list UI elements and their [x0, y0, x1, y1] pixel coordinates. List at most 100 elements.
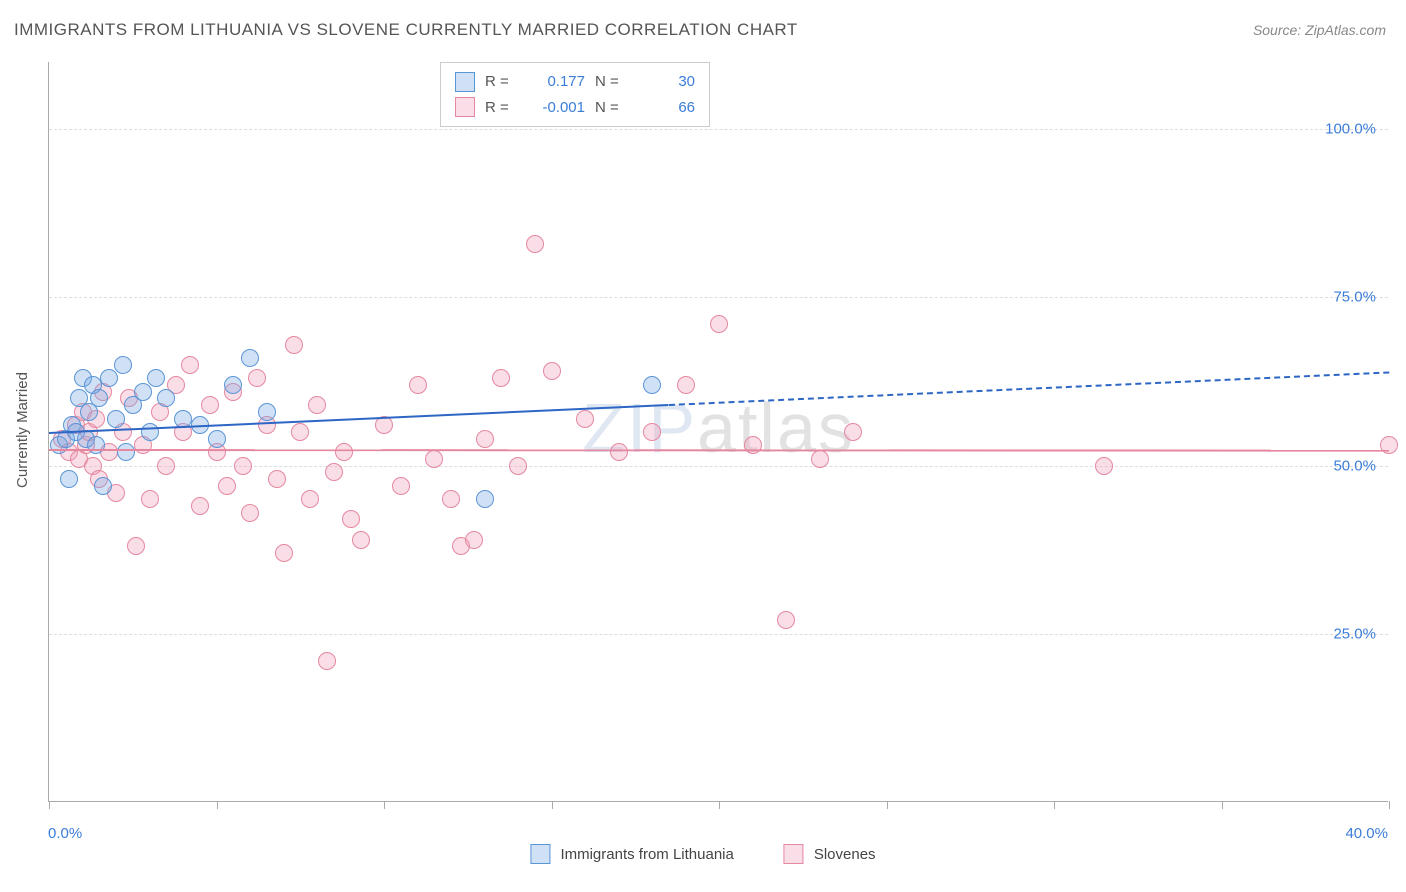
data-point — [318, 652, 336, 670]
x-tick — [552, 801, 553, 809]
legend-row-series-a: R = 0.177 N = 30 — [455, 69, 695, 95]
data-point — [248, 369, 266, 387]
data-point — [352, 531, 370, 549]
data-point — [241, 504, 259, 522]
data-point — [107, 410, 125, 428]
data-point — [157, 457, 175, 475]
y-tick-label: 75.0% — [1333, 289, 1376, 306]
n-value-b: 66 — [635, 95, 695, 121]
y-tick-label: 100.0% — [1325, 121, 1376, 138]
r-value-b: -0.001 — [525, 95, 585, 121]
data-point — [87, 436, 105, 454]
data-point — [141, 490, 159, 508]
data-point — [117, 443, 135, 461]
data-point — [258, 403, 276, 421]
x-max-label: 40.0% — [1345, 825, 1388, 842]
data-point — [268, 470, 286, 488]
data-point — [643, 376, 661, 394]
data-point — [201, 396, 219, 414]
data-point — [191, 497, 209, 515]
x-tick — [384, 801, 385, 809]
data-point — [342, 510, 360, 528]
data-point — [275, 544, 293, 562]
swatch-series-a-bottom — [530, 844, 550, 864]
data-point — [811, 450, 829, 468]
x-tick — [217, 801, 218, 809]
correlation-legend: R = 0.177 N = 30 R = -0.001 N = 66 — [440, 62, 710, 127]
data-point — [60, 470, 78, 488]
data-point — [710, 315, 728, 333]
data-point — [777, 611, 795, 629]
data-point — [392, 477, 410, 495]
data-point — [442, 490, 460, 508]
data-point — [643, 423, 661, 441]
swatch-series-b-bottom — [784, 844, 804, 864]
data-point — [526, 235, 544, 253]
data-point — [425, 450, 443, 468]
legend-label-b: Slovenes — [814, 846, 876, 863]
n-label: N = — [595, 95, 625, 121]
grid-line — [49, 634, 1388, 635]
data-point — [114, 356, 132, 374]
data-point — [610, 443, 628, 461]
legend-label-a: Immigrants from Lithuania — [560, 846, 733, 863]
data-point — [325, 463, 343, 481]
x-tick — [1054, 801, 1055, 809]
y-tick-label: 50.0% — [1333, 457, 1376, 474]
data-point — [1380, 436, 1398, 454]
r-label: R = — [485, 69, 515, 95]
data-point — [543, 362, 561, 380]
y-axis-title: Currently Married — [14, 372, 31, 488]
data-point — [218, 477, 236, 495]
data-point — [134, 383, 152, 401]
data-point — [224, 376, 242, 394]
trend-line — [49, 449, 1389, 452]
data-point — [409, 376, 427, 394]
data-point — [291, 423, 309, 441]
x-tick — [719, 801, 720, 809]
data-point — [1095, 457, 1113, 475]
n-label: N = — [595, 69, 625, 95]
x-tick — [1222, 801, 1223, 809]
data-point — [476, 490, 494, 508]
data-point — [285, 336, 303, 354]
data-point — [476, 430, 494, 448]
data-point — [141, 423, 159, 441]
correlation-chart: IMMIGRANTS FROM LITHUANIA VS SLOVENE CUR… — [0, 0, 1406, 892]
r-label: R = — [485, 95, 515, 121]
legend-item-a: Immigrants from Lithuania — [530, 844, 733, 864]
x-tick — [887, 801, 888, 809]
x-tick — [1389, 801, 1390, 809]
data-point — [157, 389, 175, 407]
trend-line — [669, 371, 1389, 406]
legend-item-b: Slovenes — [784, 844, 876, 864]
data-point — [147, 369, 165, 387]
data-point — [127, 537, 145, 555]
legend-row-series-b: R = -0.001 N = 66 — [455, 95, 695, 121]
data-point — [301, 490, 319, 508]
data-point — [744, 436, 762, 454]
data-point — [335, 443, 353, 461]
grid-line — [49, 297, 1388, 298]
watermark-bold: ZIP — [582, 389, 697, 467]
x-tick — [49, 801, 50, 809]
data-point — [492, 369, 510, 387]
data-point — [677, 376, 695, 394]
data-point — [844, 423, 862, 441]
data-point — [576, 410, 594, 428]
chart-title: IMMIGRANTS FROM LITHUANIA VS SLOVENE CUR… — [14, 20, 798, 40]
data-point — [308, 396, 326, 414]
n-value-a: 30 — [635, 69, 695, 95]
data-point — [90, 389, 108, 407]
data-point — [234, 457, 252, 475]
plot-area: ZIPatlas 25.0%50.0%75.0%100.0% — [48, 62, 1388, 802]
series-legend: Immigrants from Lithuania Slovenes — [530, 844, 875, 864]
data-point — [181, 356, 199, 374]
data-point — [509, 457, 527, 475]
data-point — [465, 531, 483, 549]
swatch-series-b — [455, 97, 475, 117]
r-value-a: 0.177 — [525, 69, 585, 95]
grid-line — [49, 129, 1388, 130]
source-attribution: Source: ZipAtlas.com — [1253, 22, 1386, 38]
data-point — [100, 369, 118, 387]
